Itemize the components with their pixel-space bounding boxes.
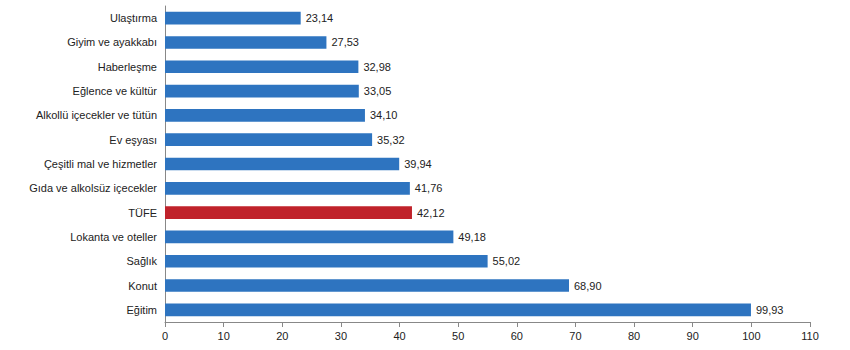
svg-text:55,02: 55,02 — [493, 255, 521, 267]
svg-text:42,12: 42,12 — [417, 207, 445, 219]
svg-text:Gıda ve alkolsüz içecekler: Gıda ve alkolsüz içecekler — [29, 182, 157, 194]
svg-text:Çeşitli mal ve hizmetler: Çeşitli mal ve hizmetler — [44, 158, 157, 170]
svg-text:100: 100 — [742, 330, 760, 342]
svg-text:Giyim ve ayakkabı: Giyim ve ayakkabı — [67, 36, 157, 48]
svg-text:70: 70 — [569, 330, 581, 342]
svg-text:110: 110 — [801, 330, 819, 342]
svg-text:80: 80 — [628, 330, 640, 342]
svg-text:32,98: 32,98 — [363, 61, 391, 73]
svg-text:49,18: 49,18 — [458, 231, 486, 243]
svg-text:Eğitim: Eğitim — [126, 304, 157, 316]
svg-text:34,10: 34,10 — [370, 109, 398, 121]
svg-text:33,05: 33,05 — [364, 85, 392, 97]
svg-text:50: 50 — [452, 330, 464, 342]
svg-text:30: 30 — [335, 330, 347, 342]
svg-text:99,93: 99,93 — [756, 304, 784, 316]
svg-text:10: 10 — [218, 330, 230, 342]
svg-text:0: 0 — [162, 330, 168, 342]
svg-text:Lokanta ve oteller: Lokanta ve oteller — [70, 231, 157, 243]
svg-text:Konut: Konut — [128, 280, 157, 292]
svg-text:Sağlık: Sağlık — [126, 255, 157, 267]
svg-text:39,94: 39,94 — [404, 158, 432, 170]
svg-text:Ulaştırma: Ulaştırma — [110, 12, 158, 24]
svg-text:20: 20 — [276, 330, 288, 342]
svg-text:27,53: 27,53 — [331, 36, 359, 48]
svg-text:41,76: 41,76 — [415, 182, 443, 194]
svg-text:23,14: 23,14 — [306, 12, 334, 24]
svg-text:60: 60 — [511, 330, 523, 342]
svg-text:Eğlence ve kültür: Eğlence ve kültür — [73, 85, 158, 97]
svg-text:90: 90 — [687, 330, 699, 342]
svg-text:Haberleşme: Haberleşme — [98, 61, 157, 73]
svg-text:TÜFE: TÜFE — [128, 207, 157, 219]
svg-text:40: 40 — [393, 330, 405, 342]
svg-text:35,32: 35,32 — [377, 134, 405, 146]
svg-text:68,90: 68,90 — [574, 280, 602, 292]
svg-text:Alkollü içecekler ve tütün: Alkollü içecekler ve tütün — [36, 109, 157, 121]
svg-text:Ev eşyası: Ev eşyası — [109, 134, 157, 146]
